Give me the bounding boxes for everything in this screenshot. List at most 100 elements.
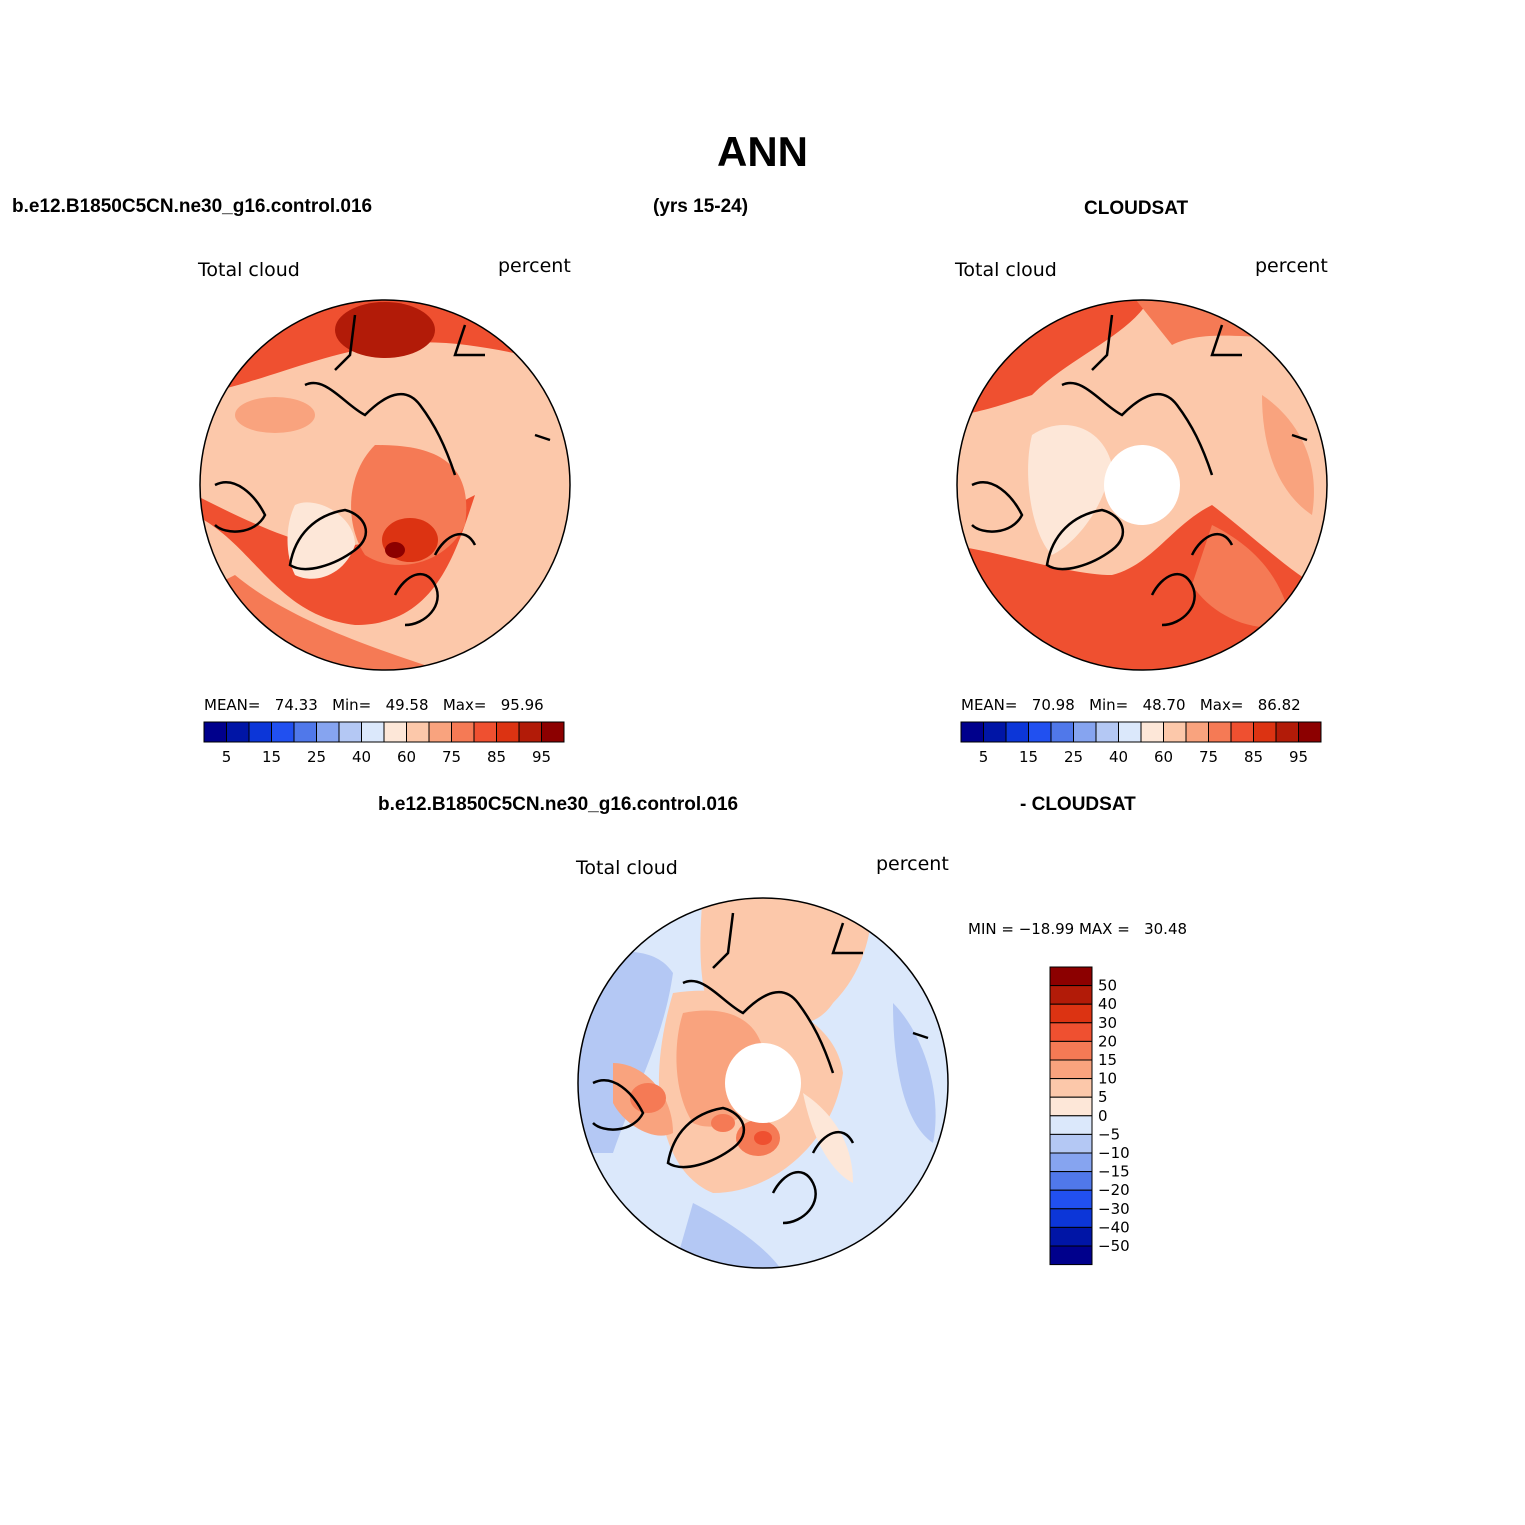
colorbar-swatch	[226, 721, 250, 743]
colorbar-swatch	[1049, 1059, 1093, 1080]
colorbar-tick-label: −15	[1098, 1163, 1130, 1181]
colorbar-swatch	[1049, 1133, 1093, 1154]
colorbar-tick-label: 5	[1098, 1088, 1108, 1106]
colorbar-tick-label: 50	[1098, 977, 1117, 995]
colorbar-swatch	[983, 721, 1007, 743]
colorbar-swatch	[1049, 1115, 1093, 1135]
colorbar-swatch	[1049, 1040, 1093, 1061]
panel2-mean: 70.98	[1031, 696, 1075, 714]
panel3-stats: MIN = −18.99 MAX = 30.48	[968, 920, 1188, 938]
colorbar-tick-label: 85	[487, 748, 506, 766]
panel1-min-label: Min=	[332, 696, 372, 714]
colorbar-swatch	[960, 721, 984, 743]
colorbar-swatch	[1049, 1189, 1093, 1210]
colorbar-swatch	[1049, 1078, 1093, 1098]
colorbar-swatch	[1275, 721, 1299, 743]
colorbar-swatch	[1095, 721, 1119, 743]
panel1-mean: 74.33	[274, 696, 318, 714]
colorbar-tick-label: 15	[1019, 748, 1038, 766]
colorbar-swatch	[271, 721, 295, 743]
colorbar-swatch	[1049, 1171, 1093, 1191]
colorbar-tick-label: 75	[1199, 748, 1218, 766]
plot-title: ANN	[717, 128, 808, 175]
colorbar-tick-label: 40	[352, 748, 371, 766]
panel2-polar-map	[956, 299, 1328, 671]
panel2-stats: MEAN= 70.98 Min= 48.70 Max= 86.82	[961, 696, 1301, 714]
colorbar-tick-label: 85	[1244, 748, 1263, 766]
diff-case-label: b.e12.B1850C5CN.ne30_g16.control.016	[378, 794, 739, 815]
panel3-variable-label: Total cloud	[576, 857, 678, 879]
colorbar-swatch	[1050, 721, 1074, 743]
panel3-polar-map	[577, 897, 949, 1269]
colorbar-tick-label: 15	[262, 748, 281, 766]
colorbar-swatch	[316, 721, 340, 743]
case-name-label: b.e12.B1850C5CN.ne30_g16.control.016	[12, 196, 373, 217]
colorbar-tick-label: 95	[1289, 748, 1308, 766]
colorbar-tick-label: 60	[397, 748, 416, 766]
panel2-max: 86.82	[1257, 696, 1301, 714]
panel2-min: 48.70	[1142, 696, 1186, 714]
colorbar-tick-label: 15	[1098, 1051, 1117, 1069]
colorbar-swatch	[383, 721, 407, 743]
colorbar-tick-label: 20	[1098, 1032, 1117, 1050]
colorbar-tick-label: 0	[1098, 1107, 1108, 1125]
colorbar-tick-label: 5	[979, 748, 989, 766]
colorbar-swatch	[1005, 721, 1029, 743]
colorbar-swatch	[1049, 1003, 1093, 1024]
colorbar-swatch	[1163, 721, 1187, 743]
panel1-min: 49.58	[385, 696, 429, 714]
colorbar-tick-label: 40	[1098, 995, 1117, 1013]
colorbar-swatch	[1253, 721, 1277, 743]
panel1-polar-map	[199, 299, 571, 671]
colorbar-tick-label: 25	[307, 748, 326, 766]
colorbar-tick-label: 10	[1098, 1070, 1117, 1088]
colorbar-tick-label: 95	[532, 748, 551, 766]
colorbar-swatch	[406, 721, 430, 743]
colorbar-tick-label: 30	[1098, 1014, 1117, 1032]
colorbar-swatch	[1140, 721, 1164, 743]
colorbar-swatch	[1298, 721, 1322, 743]
colorbar-tick-label: 60	[1154, 748, 1173, 766]
panel3-units-label: percent	[876, 853, 949, 875]
panel1-variable-label: Total cloud	[198, 259, 300, 281]
colorbar-swatch	[1049, 985, 1093, 1005]
colorbar-tick-label: −40	[1098, 1218, 1130, 1236]
panel2-max-label: Max=	[1199, 696, 1244, 714]
colorbar-tick-label: 5	[222, 748, 232, 766]
panel2-mean-label: MEAN=	[961, 696, 1018, 714]
colorbar-swatch	[203, 721, 227, 743]
colorbar-tick-label: −5	[1098, 1125, 1120, 1143]
colorbar-swatch	[1049, 1226, 1093, 1247]
panel2-min-label: Min=	[1089, 696, 1129, 714]
colorbar-swatch	[1118, 721, 1142, 743]
panel1-colorbar: 5 15 25 40 60 75 85 95	[203, 721, 565, 766]
panel1-max-label: Max=	[442, 696, 487, 714]
panel1-stats: MEAN= 74.33 Min= 49.58 Max= 95.96	[204, 696, 544, 714]
colorbar-tick-label: −50	[1098, 1237, 1130, 1255]
panel1-mean-label: MEAN=	[204, 696, 261, 714]
colorbar-swatch	[1049, 1096, 1093, 1117]
colorbar-swatch	[1208, 721, 1232, 743]
colorbar-swatch	[473, 721, 497, 743]
panel1-units-label: percent	[498, 255, 571, 277]
panel2-colorbar: 5 15 25 40 60 75 85 95	[960, 721, 1322, 766]
colorbar-swatch	[1049, 1208, 1093, 1228]
colorbar-tick-label: −30	[1098, 1200, 1130, 1218]
diff-obs-label: - CLOUDSAT	[1020, 794, 1136, 815]
colorbar-swatch	[338, 721, 362, 743]
colorbar-swatch	[1049, 1022, 1093, 1042]
colorbar-tick-label: 25	[1064, 748, 1083, 766]
colorbar-swatch	[428, 721, 452, 743]
colorbar-tick-label: −10	[1098, 1144, 1130, 1162]
colorbar-swatch	[496, 721, 520, 743]
panel1-max: 95.96	[500, 696, 544, 714]
panel2-units-label: percent	[1255, 255, 1328, 277]
colorbar-swatch	[518, 721, 542, 743]
colorbar-swatch	[1073, 721, 1097, 743]
colorbar-swatch	[361, 721, 385, 743]
colorbar-swatch	[1049, 1152, 1093, 1173]
panel2-variable-label: Total cloud	[955, 259, 1057, 281]
colorbar-swatch	[1230, 721, 1254, 743]
colorbar-tick-label: −20	[1098, 1181, 1130, 1199]
